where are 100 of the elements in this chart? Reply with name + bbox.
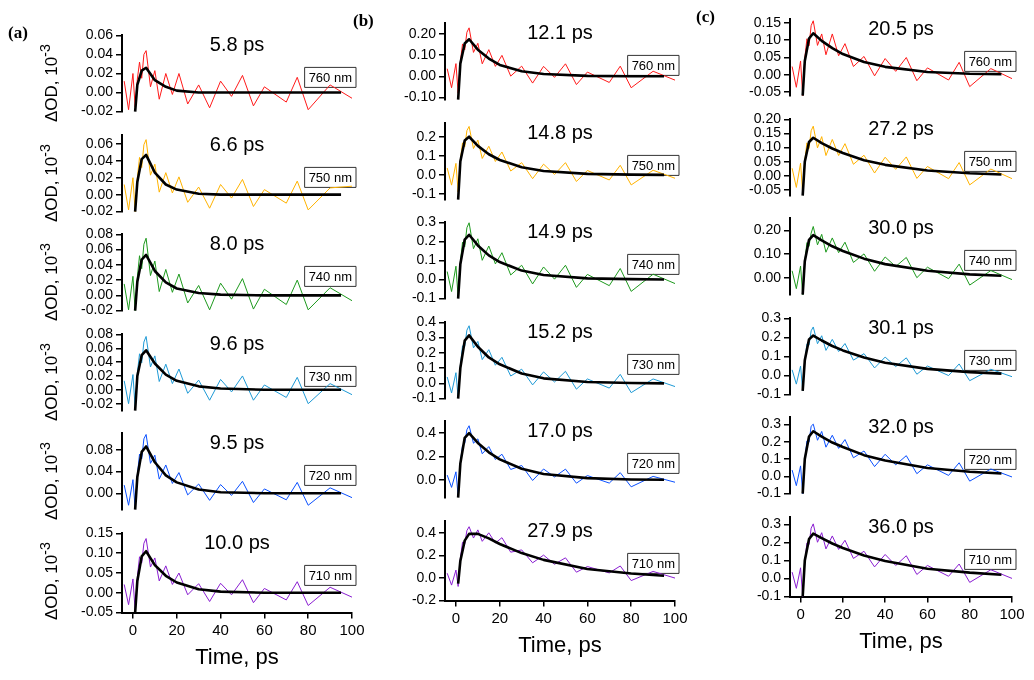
y-tick-label: 0.2 [416,447,437,464]
x-tick-label: 0 [128,620,138,638]
y-tick-label: 0.02 [85,366,114,383]
y-tick-label: -0.1 [411,388,437,405]
x-tick-label: 100 [339,620,365,638]
y-tick-label: 0.04 [85,255,114,272]
annotation: 27.2 ps [868,116,934,139]
y-tick-label: -0.1 [756,484,782,501]
x-tick-label: 40 [876,604,894,622]
y-tick-label: 0.00 [753,65,782,82]
y-tick-label: 0.0 [761,365,782,382]
y-tick-label: 0.00 [85,83,114,100]
annotation: 8.0 ps [209,231,265,254]
x-tick-label: 100 [662,608,688,626]
y-tick-label: 0.15 [753,123,782,140]
annotation: 730 nm [308,368,353,384]
y-tick-label: 0.05 [753,152,782,169]
y-tick-label: 0.1 [416,358,437,375]
annotation: 740 nm [308,268,353,284]
y-tick-label: 0.2 [416,343,437,360]
annotation: 20.5 ps [868,16,934,39]
x-tick-label: 80 [299,620,317,638]
x-tick-label: 40 [212,620,229,638]
y-tick-label: 0.2 [416,232,437,249]
annotation: 14.8 ps [527,120,593,143]
y-tick-label: 0.08 [85,440,114,457]
y-tick-label: 0.4 [416,423,437,440]
y-tick-label: 0.04 [85,45,114,62]
y-tick-label: 0.0 [416,165,437,182]
y-tick-label: 0.2 [761,532,782,549]
annotation: 760 nm [631,57,676,73]
annotation: 9.6 ps [209,331,265,354]
y-tick-label: 0.1 [416,251,437,268]
annotation: 750 nm [968,153,1013,169]
annotation: 740 nm [631,256,676,272]
annotation: 27.9 ps [527,518,593,541]
text: (c) [696,7,715,27]
y-tick-label: 0.04 [85,352,114,369]
y-tick-label: 0.0 [416,470,437,487]
x-tick-label: 80 [961,604,979,622]
annotation: 720 nm [968,451,1013,467]
text: (b) [353,11,374,31]
y-tick-label: 0.00 [85,286,114,303]
annotation: 720 nm [631,455,676,471]
y-tick-label: 0.02 [85,64,114,81]
y-tick-label: 0.1 [761,550,782,567]
y-tick-label: -0.1 [756,586,782,603]
y-tick-label: 0.00 [85,185,114,202]
y-tick-label: 0.00 [85,484,114,501]
y-tick-label: 0.2 [416,127,437,144]
annotation: 760 nm [308,69,353,85]
x-tick-label: 20 [834,604,852,622]
y-tick-label: 0.00 [85,583,114,600]
x-tick-label: 60 [919,604,936,622]
y-tick-label: 0.20 [753,221,782,238]
annotation: 36.0 ps [868,514,934,537]
y-tick-label: 0.00 [85,380,114,397]
y-tick-label: 0.06 [85,240,114,257]
y-tick-label: -0.02 [81,394,114,411]
y-tick-label: 0.3 [416,213,437,230]
y-tick-label: 0.10 [753,137,782,154]
x-axis-title: Time, ps [518,631,602,657]
y-tick-label: 0.00 [408,67,437,84]
y-tick-label: 0.0 [761,467,782,484]
y-tick-label: 0.08 [85,225,114,242]
annotation: 710 nm [308,567,353,583]
x-tick-label: 0 [796,604,805,622]
x-axis-title: Time, ps [195,643,279,669]
y-tick-label: 0.3 [761,514,782,531]
y-tick-label: 0.02 [85,168,114,185]
x-tick-label: 60 [256,620,273,638]
annotation: 9.5 ps [209,430,265,453]
y-tick-label: 0.2 [416,545,437,562]
y-tick-label: 0.4 [416,312,437,329]
annotation: 760 nm [968,53,1013,69]
y-tick-label: -0.05 [81,602,114,619]
annotation: 17.0 ps [527,418,593,441]
annotation: 710 nm [631,555,676,571]
y-tick-label: 0.05 [85,563,114,580]
y-tick-label: -0.02 [81,201,114,218]
annotation: 730 nm [968,352,1013,368]
annotation: 740 nm [968,252,1013,268]
y-tick-label: 0.20 [408,24,437,41]
annotation: 5.8 ps [209,32,265,55]
y-tick-label: 0.15 [753,13,782,30]
y-tick-label: 0.3 [761,415,782,432]
y-tick-label: 0.0 [416,568,437,585]
x-tick-label: 0 [451,608,461,626]
x-tick-label: 40 [535,608,552,626]
y-tick-label: 0.15 [85,523,114,540]
x-tick-label: 20 [168,620,186,638]
y-tick-label: -0.05 [749,83,782,99]
annotation: 32.0 ps [868,414,934,437]
annotation: 750 nm [308,169,353,185]
annotation: 710 nm [968,551,1013,567]
y-tick-label: 0.1 [761,346,782,363]
y-tick-label: 0.0 [416,373,437,390]
annotation: 750 nm [631,157,676,173]
y-tick-label: -0.02 [81,301,114,318]
y-tick-label: 0.06 [85,134,114,151]
